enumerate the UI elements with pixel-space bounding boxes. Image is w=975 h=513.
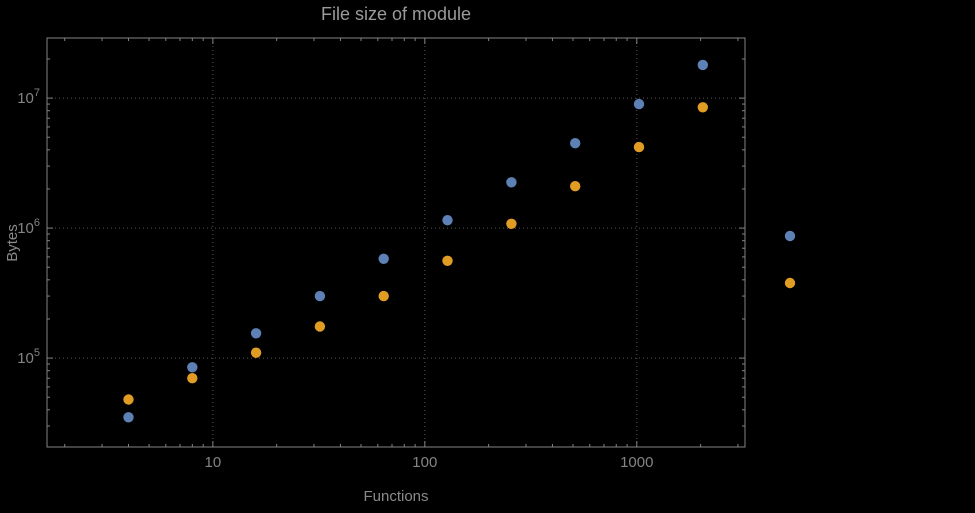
- data-point-series-1: [506, 177, 517, 188]
- data-point-series-2: [314, 321, 326, 332]
- data-point-series-1: [314, 290, 326, 302]
- data-point-series-1: [570, 138, 581, 149]
- x-tick-label: 100: [412, 454, 437, 471]
- data-point-series-1: [442, 215, 453, 226]
- data-point-series-1: [187, 362, 198, 373]
- data-point-series-2: [123, 394, 134, 405]
- data-point-series-2: [697, 102, 708, 113]
- y-tick-label: 105: [17, 347, 40, 367]
- data-point-series-2: [570, 181, 581, 192]
- y-tick-label: 106: [17, 217, 40, 237]
- data-point-series-2: [442, 255, 453, 266]
- data-point-series-2: [187, 373, 198, 384]
- data-point-series-1: [123, 412, 134, 423]
- x-tick-label: 10: [205, 454, 222, 471]
- legend-marker-series-1: [784, 230, 796, 242]
- y-axis-label: Bytes: [4, 224, 21, 262]
- x-axis-label: Functions: [363, 488, 429, 505]
- data-point-series-1: [697, 59, 708, 71]
- y-tick-label: 107: [17, 87, 40, 107]
- legend-marker-series-2: [784, 277, 796, 289]
- plot-frame: [46, 37, 746, 448]
- data-point-series-1: [250, 328, 262, 339]
- data-point-series-1: [633, 98, 645, 110]
- data-point-series-2: [250, 347, 262, 358]
- chart-title: File size of module: [320, 4, 472, 24]
- x-tick-label: 1000: [620, 454, 653, 471]
- data-point-series-2: [633, 141, 645, 153]
- data-point-series-2: [378, 290, 389, 302]
- data-point-series-2: [506, 218, 517, 229]
- data-point-series-1: [378, 253, 389, 264]
